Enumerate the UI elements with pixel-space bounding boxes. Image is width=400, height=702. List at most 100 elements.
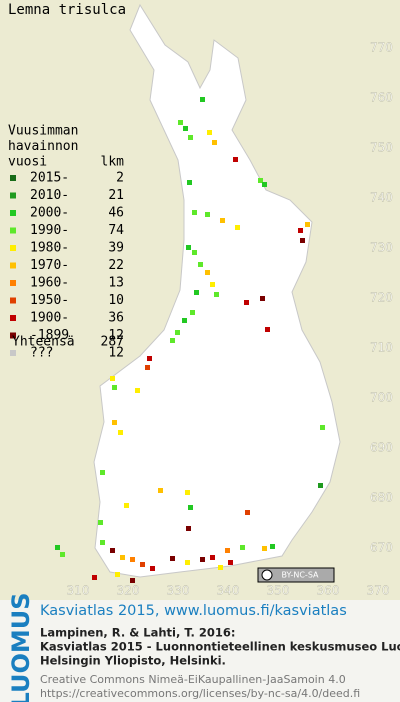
observation-square bbox=[262, 546, 267, 551]
x-grid-label: 330 bbox=[167, 584, 190, 598]
observation-square bbox=[194, 290, 199, 295]
observation-square bbox=[98, 520, 103, 525]
observation-square bbox=[188, 505, 193, 510]
legend-count: 39 bbox=[108, 241, 124, 256]
y-grid-label: 680 bbox=[370, 491, 393, 505]
observation-square bbox=[112, 385, 117, 390]
license-badge: BY-NC-SA bbox=[257, 567, 335, 583]
legend-count: 13 bbox=[108, 276, 124, 291]
logo: LUOMUS bbox=[7, 593, 35, 702]
legend-swatch bbox=[10, 175, 16, 181]
x-grid-label: 370 bbox=[367, 584, 390, 598]
legend-swatch bbox=[10, 192, 16, 199]
y-grid-label: 690 bbox=[370, 441, 393, 455]
legend-heading: havainnon bbox=[8, 139, 78, 154]
legend-swatch bbox=[10, 280, 16, 286]
observation-square bbox=[192, 250, 197, 255]
observation-square bbox=[205, 270, 210, 275]
y-grid-label: 710 bbox=[370, 341, 393, 355]
y-grid-label: 740 bbox=[370, 191, 393, 205]
legend-swatch bbox=[10, 262, 16, 269]
legend-label: 1970- bbox=[30, 258, 69, 273]
observation-square bbox=[182, 318, 187, 323]
observation-square bbox=[218, 565, 223, 570]
y-grid-label: 760 bbox=[370, 91, 393, 105]
license-text: https://creativecommons.org/licenses/by-… bbox=[40, 687, 360, 700]
legend-count: 22 bbox=[108, 258, 124, 273]
observation-square bbox=[183, 126, 188, 131]
legend-count: 12 bbox=[108, 346, 124, 361]
legend-swatch bbox=[10, 332, 16, 339]
legend-label: -1899 bbox=[30, 328, 69, 343]
observation-square bbox=[210, 555, 215, 560]
legend-count: 74 bbox=[108, 223, 124, 238]
observation-square bbox=[147, 356, 152, 361]
legend-count-heading: lkm bbox=[101, 155, 125, 170]
observation-square bbox=[186, 526, 191, 531]
observation-square bbox=[178, 120, 183, 125]
x-grid-label: 350 bbox=[267, 584, 290, 598]
observation-square bbox=[170, 556, 175, 561]
citation: Lampinen, R. & Lahti, T. 2016: bbox=[40, 626, 235, 640]
observation-square bbox=[210, 282, 215, 287]
y-grid-label: 750 bbox=[370, 141, 393, 155]
observation-square bbox=[205, 212, 210, 217]
observation-square bbox=[110, 376, 115, 381]
observation-square bbox=[185, 490, 190, 495]
observation-square bbox=[110, 548, 115, 553]
observation-square bbox=[92, 575, 97, 580]
observation-square bbox=[262, 182, 267, 187]
license-text: Creative Commons Nimeä-EiKaupallinen-Jaa… bbox=[40, 673, 346, 686]
observation-square bbox=[235, 225, 240, 230]
legend-heading: vuosi bbox=[8, 155, 47, 170]
observation-square bbox=[118, 430, 123, 435]
observation-square bbox=[244, 300, 249, 305]
observation-square bbox=[130, 557, 135, 562]
observation-square bbox=[305, 222, 310, 227]
observation-square bbox=[115, 572, 120, 577]
observation-square bbox=[258, 178, 263, 183]
observation-square bbox=[158, 488, 163, 493]
y-grid-label: 720 bbox=[370, 291, 393, 305]
observation-square bbox=[135, 388, 140, 393]
observation-square bbox=[228, 560, 233, 565]
legend-swatch bbox=[10, 297, 16, 304]
observation-square bbox=[188, 135, 193, 140]
grid-labels: 770 760 750 740 730 720 710 700 690 680 670 310 320 3… bbox=[66, 40, 393, 598]
legend-swatch bbox=[10, 227, 16, 234]
observation-square bbox=[320, 425, 325, 430]
observation-square bbox=[140, 562, 145, 567]
legend-swatch bbox=[10, 245, 16, 251]
observation-square bbox=[318, 483, 323, 488]
y-grid-label: 770 bbox=[370, 41, 393, 55]
x-grid-label: 310 bbox=[67, 584, 90, 598]
legend-label: 2000- bbox=[30, 206, 69, 221]
observation-square bbox=[212, 140, 217, 145]
legend-label: 1900- bbox=[30, 311, 69, 326]
legend-label: ??? bbox=[30, 346, 53, 361]
x-grid-label: 340 bbox=[217, 584, 240, 598]
observation-square bbox=[220, 218, 225, 223]
observation-square bbox=[200, 557, 205, 562]
species-title: Lemna trisulca bbox=[8, 2, 126, 18]
observation-square bbox=[270, 544, 275, 549]
legend-label: 2010- bbox=[30, 188, 69, 203]
legend-count: 12 bbox=[108, 328, 124, 343]
y-grid-label: 730 bbox=[370, 241, 393, 255]
legend-total-label: Yhteensä bbox=[12, 335, 75, 350]
observation-square bbox=[100, 470, 105, 475]
x-grid-label: 360 bbox=[317, 584, 340, 598]
legend-count: 21 bbox=[108, 188, 124, 203]
observation-square bbox=[170, 338, 175, 343]
observation-square bbox=[225, 548, 230, 553]
legend-swatch bbox=[10, 210, 16, 216]
observation-square bbox=[260, 296, 265, 301]
legend-swatch bbox=[10, 315, 16, 321]
observation-square bbox=[187, 180, 192, 185]
legend-label: 1960- bbox=[30, 276, 69, 291]
observation-square bbox=[240, 545, 245, 550]
license-badge-text: BY-NC-SA bbox=[281, 571, 319, 580]
